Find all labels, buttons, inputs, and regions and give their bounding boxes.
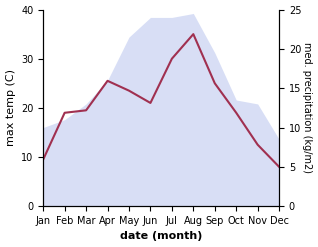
Y-axis label: max temp (C): max temp (C) <box>5 69 16 146</box>
X-axis label: date (month): date (month) <box>120 231 202 242</box>
Y-axis label: med. precipitation (kg/m2): med. precipitation (kg/m2) <box>302 42 313 173</box>
